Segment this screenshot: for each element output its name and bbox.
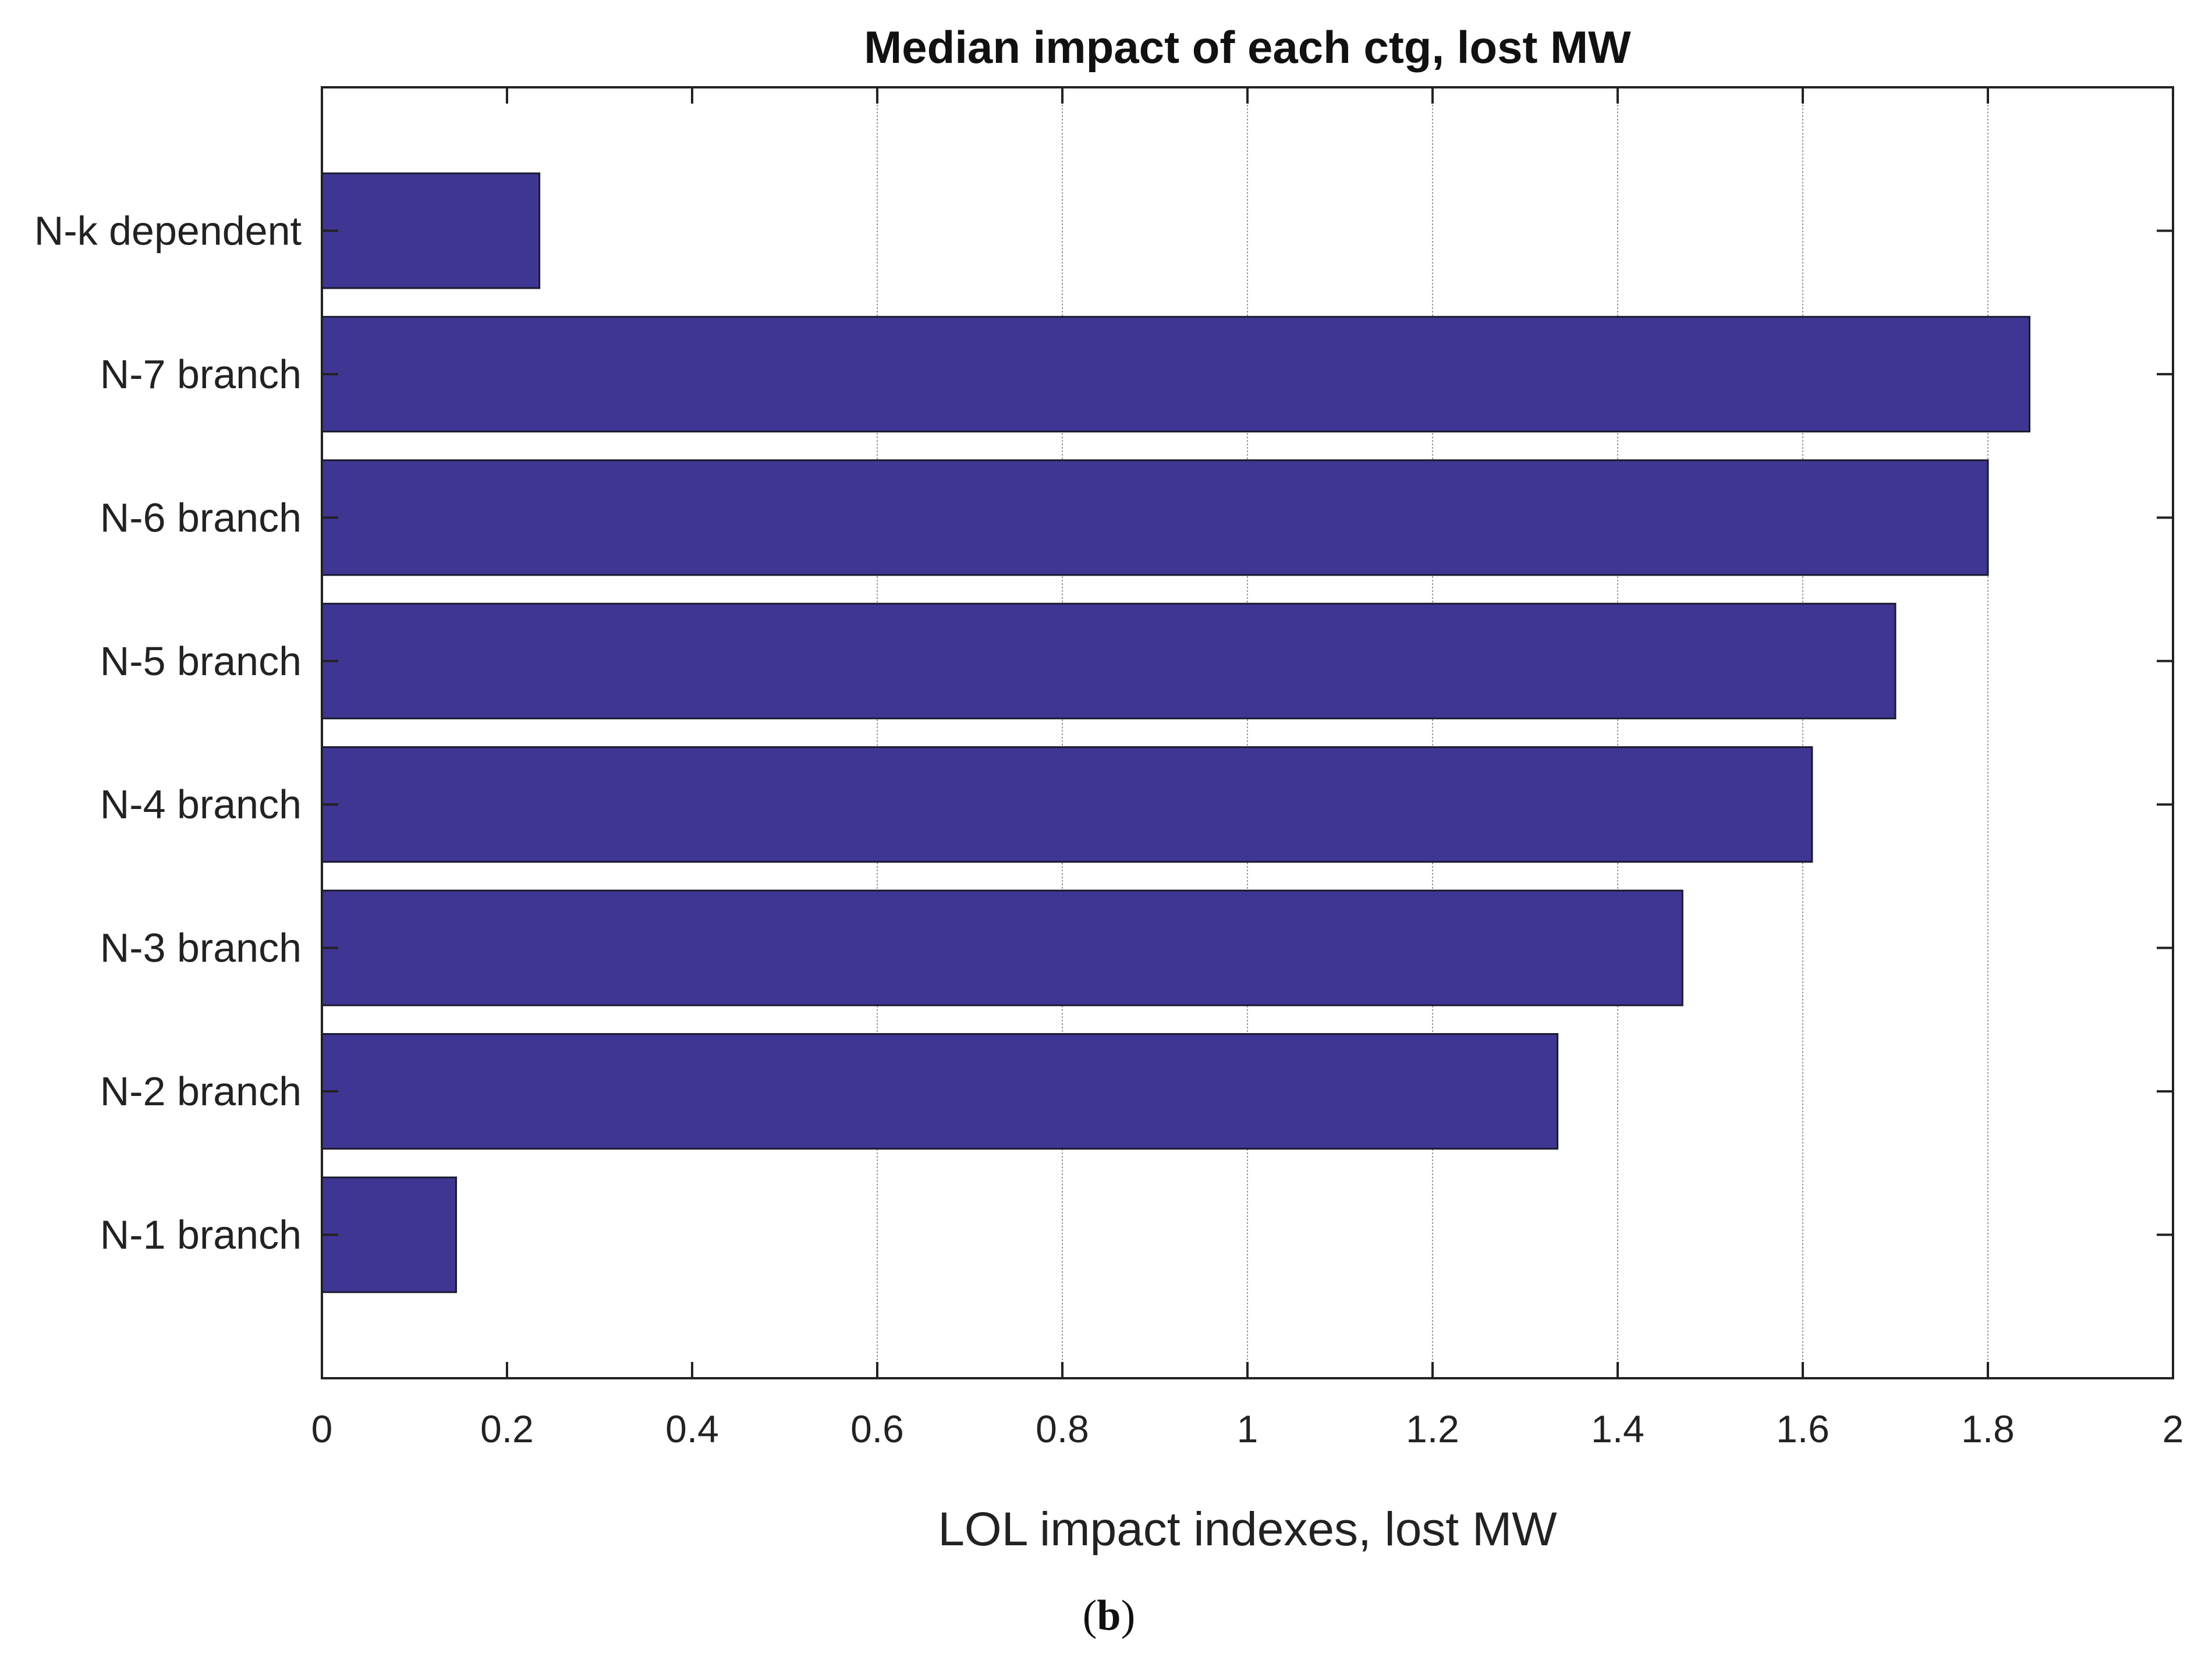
bar <box>321 459 1989 576</box>
x-tick-label: 1.4 <box>1591 1407 1644 1450</box>
x-tick-label: 1.6 <box>1776 1407 1830 1450</box>
category-label: N-2 branch <box>100 1069 302 1114</box>
chart-title: Median impact of each ctg, lost MW <box>864 22 1631 73</box>
x-tick-label: 0 <box>311 1407 333 1450</box>
bar <box>321 746 1813 863</box>
bar <box>321 889 1683 1006</box>
bar <box>321 1033 1559 1150</box>
x-tick-label: 0.8 <box>1036 1407 1089 1450</box>
bar <box>321 172 541 289</box>
x-tick-label: 1.8 <box>1961 1407 2015 1450</box>
category-label: N-1 branch <box>100 1212 302 1258</box>
gridlines <box>877 105 1988 1378</box>
bar <box>321 602 1896 719</box>
category-label: N-5 branch <box>100 638 302 684</box>
category-label: N-6 branch <box>100 495 302 540</box>
x-tick-label: 1.2 <box>1406 1407 1459 1450</box>
x-axis-label: LOL impact indexes, lost MW <box>938 1503 1557 1556</box>
bar <box>321 1176 458 1293</box>
bars <box>321 172 2031 1293</box>
category-label: N-4 branch <box>100 782 302 827</box>
x-tick-label: 0.6 <box>850 1407 904 1450</box>
category-labels: N-1 branch N-2 branch N-3 branch N-4 branch… <box>34 208 302 1257</box>
x-tick-label: 1 <box>1237 1407 1259 1450</box>
panel-label: (b) <box>1083 1592 1135 1640</box>
x-tick-label: 0.4 <box>665 1407 719 1450</box>
category-label: N-3 branch <box>100 925 302 971</box>
bar <box>321 315 2031 432</box>
x-tick-labels: 0 0.2 0.4 0.6 0.8 1 1.2 1.4 1.6 1.8 2 <box>311 1407 2184 1450</box>
x-tick-label: 0.2 <box>480 1407 534 1450</box>
category-label: N-7 branch <box>100 352 302 397</box>
category-label: N-k dependent <box>34 208 302 253</box>
x-tick-label: 2 <box>2163 1407 2184 1450</box>
ticks <box>321 87 2174 1378</box>
